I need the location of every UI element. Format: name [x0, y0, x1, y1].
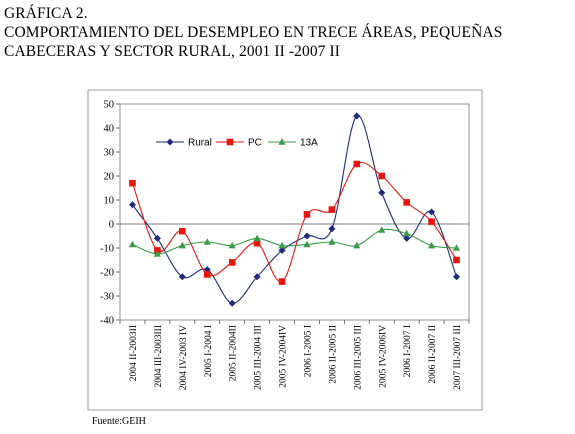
series-13a-point: [328, 238, 336, 245]
series-13a-point: [278, 241, 286, 249]
x-tick-label: 2004 II-2003II: [129, 325, 139, 381]
y-tick-label: 0: [109, 220, 114, 231]
y-tick-label: 10: [104, 196, 115, 207]
series-pc-point: [179, 227, 186, 235]
series-rural-point: [353, 112, 361, 120]
legend-label: PC: [248, 138, 262, 149]
series-pc-point: [228, 259, 236, 266]
series-rural-point: [303, 232, 311, 240]
series-pc-point: [129, 179, 136, 187]
x-tick-label: 2005 II-2004II: [229, 325, 239, 381]
series-pc-point: [453, 256, 460, 264]
series-rural-point: [378, 189, 386, 197]
figure-heading: GRÁFICA 2. COMPORTAMIENTO DEL DESEMPLEO …: [4, 4, 572, 61]
source-note: Fuente:GEIH: [92, 416, 146, 427]
series-pc-point: [303, 211, 311, 218]
y-tick-label: 50: [104, 100, 115, 111]
x-tick-label: 2005 IV-2004IV: [279, 325, 289, 388]
series-pc-point: [278, 278, 286, 285]
series-13a-point: [303, 240, 311, 248]
series-rural-point: [253, 273, 261, 281]
series-pc-point: [353, 160, 361, 168]
y-tick-label: 20: [104, 172, 115, 183]
y-tick-label: -30: [100, 292, 114, 303]
y-tick-label: -20: [100, 268, 114, 279]
x-tick-label: 2004 III-2003III: [154, 325, 164, 388]
legend-label: 13A: [300, 138, 318, 149]
series-rural-point: [128, 201, 136, 209]
series-13a-point: [428, 241, 436, 249]
legend-marker: [166, 138, 174, 146]
chart-frame: [87, 89, 483, 411]
x-tick-label: 2006 II-2005 II: [328, 325, 338, 384]
series-13a-point: [378, 226, 386, 233]
series-rural-point: [153, 234, 161, 242]
series-pc-point: [378, 172, 386, 180]
legend-marker: [278, 138, 286, 145]
x-tick-label: 2007 III-2007 III: [453, 325, 463, 390]
chart-title-line-1: COMPORTAMIENTO DEL DESEMPLEO EN TRECE ÁR…: [4, 24, 503, 41]
series-13a-point: [228, 241, 236, 249]
legend-label: Rural: [188, 138, 212, 149]
x-tick-label: 2006 II-2007 II: [428, 325, 438, 384]
x-tick-label: 2006 III-2005 III: [353, 325, 363, 390]
series-rural-point: [228, 299, 236, 307]
series-13a-line: [132, 228, 457, 255]
series-pc-point: [328, 206, 336, 213]
series-pc-point: [403, 199, 410, 206]
series-13a-point: [203, 238, 211, 245]
series-pc-point: [253, 239, 261, 247]
series-rural-point: [328, 225, 336, 233]
series-rural-point: [278, 246, 286, 254]
series-13a-point: [178, 241, 186, 249]
series-pc-point: [203, 271, 211, 278]
y-tick-label: 40: [104, 124, 115, 135]
x-tick-label: 2006 I-2007 I: [403, 325, 413, 377]
plot-area: [119, 103, 470, 321]
x-tick-label: 2005 III-2004 III: [254, 325, 264, 390]
series-13a: [128, 226, 461, 257]
series-13a-point: [403, 229, 411, 237]
legend-marker: [226, 138, 234, 146]
series-rural-point: [403, 234, 411, 242]
x-tick-label: 2006 I-2005 I: [303, 325, 313, 377]
figure-label: GRÁFICA 2.: [4, 5, 88, 22]
series-rural-point: [428, 208, 436, 216]
x-tick-label: 2005 IV-2006IV: [378, 325, 388, 388]
series-pc-line: [131, 162, 457, 283]
series-13a-point: [128, 240, 137, 248]
chart-title-line-2: CABECERAS Y SECTOR RURAL, 2001 II -2007 …: [4, 43, 341, 60]
series-rural: [128, 112, 461, 307]
series-pc-point: [428, 218, 435, 225]
x-tick-label: 2005 I-2004 I: [204, 325, 214, 377]
y-tick-label: -10: [100, 244, 114, 255]
series-rural-point: [178, 273, 186, 281]
y-tick-label: 30: [104, 148, 115, 159]
series-pc: [129, 160, 460, 285]
series-13a-point: [353, 241, 361, 249]
x-tick-label: 2004 IV-2003 IV: [179, 325, 189, 390]
legend: Rural PC 13A: [156, 138, 318, 149]
series-13a-point: [452, 244, 461, 251]
y-tick-label: -40: [100, 316, 114, 327]
series-rural-point: [453, 273, 461, 281]
series-13a-point: [253, 234, 261, 242]
series-13a-point: [153, 250, 161, 257]
